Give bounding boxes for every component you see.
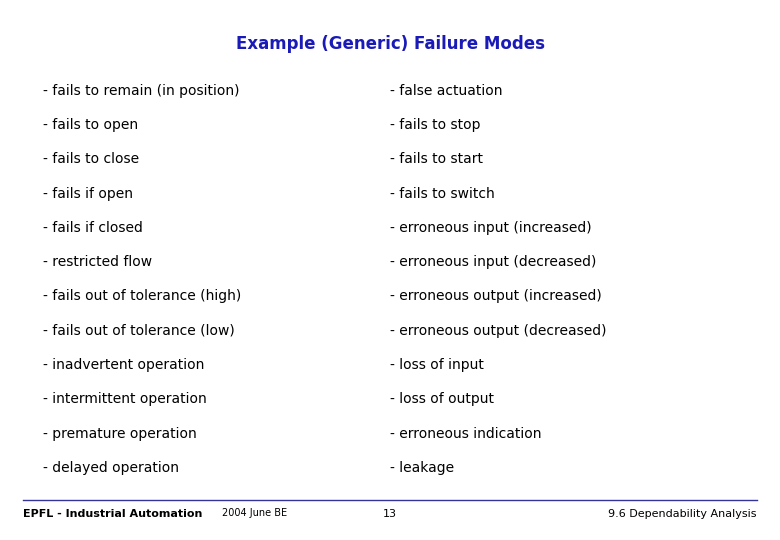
Text: - fails to stop: - fails to stop <box>390 118 480 132</box>
Text: - erroneous output (increased): - erroneous output (increased) <box>390 289 601 303</box>
Text: 13: 13 <box>383 509 397 519</box>
Text: - erroneous output (decreased): - erroneous output (decreased) <box>390 324 607 338</box>
Text: 9.6 Dependability Analysis: 9.6 Dependability Analysis <box>608 509 757 519</box>
Text: - intermittent operation: - intermittent operation <box>43 392 207 406</box>
Text: - fails to close: - fails to close <box>43 152 139 166</box>
Text: 2004 June BE: 2004 June BE <box>222 508 287 518</box>
Text: - fails to remain (in position): - fails to remain (in position) <box>43 84 239 98</box>
Text: - fails out of tolerance (low): - fails out of tolerance (low) <box>43 324 235 338</box>
Text: - erroneous input (decreased): - erroneous input (decreased) <box>390 255 597 269</box>
Text: - fails to start: - fails to start <box>390 152 483 166</box>
Text: - fails to open: - fails to open <box>43 118 138 132</box>
Text: - fails if closed: - fails if closed <box>43 221 143 235</box>
Text: - erroneous input (increased): - erroneous input (increased) <box>390 221 591 235</box>
Text: - delayed operation: - delayed operation <box>43 461 179 475</box>
Text: - fails to switch: - fails to switch <box>390 186 495 200</box>
Text: - loss of output: - loss of output <box>390 392 494 406</box>
Text: - erroneous indication: - erroneous indication <box>390 427 541 441</box>
Text: - restricted flow: - restricted flow <box>43 255 152 269</box>
Text: EPFL - Industrial Automation: EPFL - Industrial Automation <box>23 509 203 519</box>
Text: - inadvertent operation: - inadvertent operation <box>43 358 204 372</box>
Text: - fails out of tolerance (high): - fails out of tolerance (high) <box>43 289 241 303</box>
Text: - leakage: - leakage <box>390 461 454 475</box>
Text: - fails if open: - fails if open <box>43 186 133 200</box>
Text: Example (Generic) Failure Modes: Example (Generic) Failure Modes <box>236 35 544 53</box>
Text: - loss of input: - loss of input <box>390 358 484 372</box>
Text: - false actuation: - false actuation <box>390 84 502 98</box>
Text: - premature operation: - premature operation <box>43 427 197 441</box>
